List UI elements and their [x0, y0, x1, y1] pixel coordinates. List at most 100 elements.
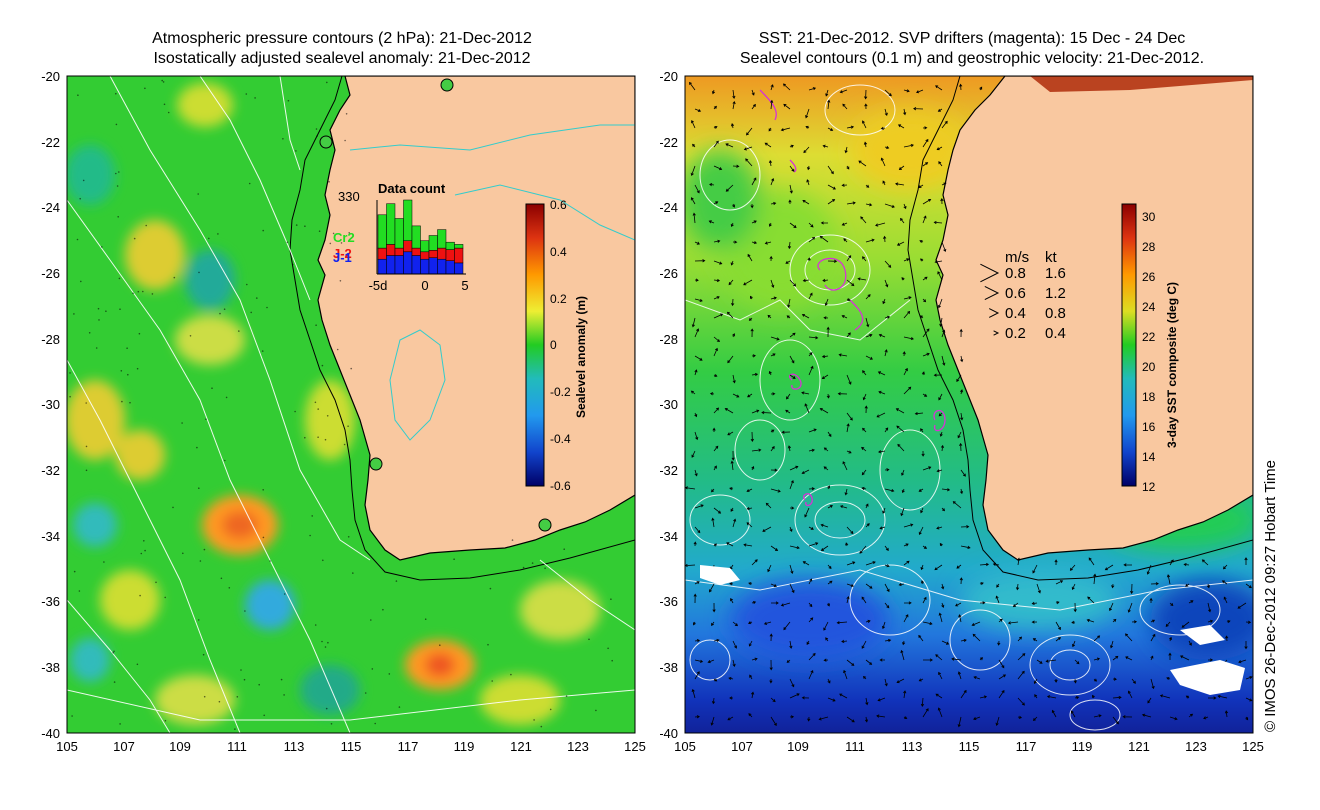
velocity-arrow	[730, 598, 734, 604]
velocity-arrow	[922, 708, 929, 718]
velocity-arrow	[1159, 694, 1171, 699]
velocity-arrow	[763, 621, 772, 625]
velocity-arrow	[956, 564, 962, 569]
velocity-arrow	[808, 352, 813, 357]
velocity-arrow	[933, 220, 943, 225]
data-dot	[95, 347, 98, 349]
velocity-arrow	[919, 240, 924, 244]
velocity-arrow	[903, 716, 908, 719]
left-x-axis: 105 107 109 111 113 115 117 119 121 123 …	[56, 739, 646, 754]
data-dot	[133, 237, 136, 240]
velocity-arrow	[694, 639, 701, 643]
velocity-arrow	[959, 83, 963, 91]
velocity-arrow	[808, 365, 814, 376]
sla-tick: 0	[550, 338, 557, 352]
velocity-arrow	[884, 468, 890, 472]
data-dot	[563, 548, 565, 550]
velocity-arrow	[808, 292, 813, 300]
velocity-arrow	[694, 184, 700, 194]
velocity-arrow	[693, 541, 697, 547]
velocity-arrow	[690, 390, 696, 395]
velocity-arrow	[922, 466, 932, 471]
velocity-arrow	[1141, 713, 1152, 718]
velocity-arrow	[823, 621, 829, 631]
data-dot	[595, 709, 597, 712]
velocity-arrow	[846, 255, 852, 262]
velocity-arrow	[770, 488, 781, 493]
velocity-arrow	[1127, 690, 1133, 699]
inset-x-tick: 5	[461, 278, 468, 293]
left-x-tick: 125	[624, 739, 646, 754]
velocity-arrow	[825, 89, 829, 97]
inset-bar-segment	[386, 244, 396, 256]
velocity-arrow	[1012, 602, 1019, 608]
inset-bar-segment	[454, 262, 464, 275]
velocity-arrow	[732, 164, 740, 168]
velocity-arrow	[865, 333, 873, 338]
velocity-arrow	[979, 86, 983, 91]
data-dot	[316, 135, 318, 137]
velocity-arrow	[1093, 657, 1101, 661]
velocity-arrow	[920, 507, 924, 514]
right-title-line1: SST: 21-Dec-2012. SVP drifters (magenta)…	[758, 30, 1186, 47]
velocity-arrow	[709, 583, 715, 593]
data-dot	[374, 722, 377, 725]
data-dot	[138, 332, 141, 335]
velocity-arrow	[865, 583, 873, 589]
velocity-arrow	[732, 333, 736, 338]
velocity-arrow	[713, 507, 722, 514]
velocity-arrow	[995, 716, 1000, 726]
velocity-arrow	[732, 621, 738, 627]
velocity-arrow	[750, 431, 754, 442]
tide-gauge	[440, 78, 454, 92]
velocity-arrow	[922, 199, 932, 205]
data-dot	[491, 680, 494, 682]
left-y-tick: -36	[41, 594, 60, 609]
velocity-arrow	[957, 431, 962, 439]
velocity-row-ms: 0.8	[1005, 265, 1026, 282]
velocity-arrow	[725, 184, 734, 192]
velocity-arrow	[745, 127, 753, 136]
velocity-arrow	[713, 373, 718, 377]
velocity-arrow	[941, 241, 947, 253]
velocity-arrow	[877, 371, 886, 376]
velocity-arrow	[864, 89, 868, 100]
sst-tick: 12	[1142, 480, 1156, 494]
pressure-contours	[67, 76, 635, 733]
velocity-arrow	[827, 678, 831, 684]
velocity-arrow	[770, 84, 774, 91]
velocity-arrow	[1032, 716, 1038, 722]
velocity-arrow	[939, 431, 943, 437]
velocity-arrow	[843, 669, 848, 680]
velocity-arrow	[903, 690, 907, 699]
velocity-arrow	[865, 503, 869, 509]
data-dot	[172, 506, 174, 509]
velocity-arrow	[1130, 583, 1134, 595]
data-dot	[248, 182, 251, 185]
left-map: 105 107 109 111 113 115 117 119 121 123 …	[41, 69, 646, 754]
left-title-line1: Atmospheric pressure contours (2 hPa): 2…	[152, 30, 532, 47]
data-dot	[330, 723, 333, 725]
velocity-arrow	[808, 542, 819, 547]
inset-bar-segment	[454, 247, 464, 264]
inset-bar-segment	[403, 251, 413, 275]
velocity-arrow	[1179, 655, 1190, 661]
velocity-arrow	[1073, 602, 1077, 613]
velocity-arrow	[960, 638, 967, 642]
velocity-arrow	[789, 465, 799, 471]
data-dot	[345, 113, 348, 115]
velocity-arrow	[918, 488, 924, 492]
left-x-tick: 119	[454, 739, 475, 754]
velocity-arrow	[884, 279, 889, 288]
velocity-arrow	[786, 659, 791, 663]
velocity-arrow	[789, 165, 795, 172]
data-dot	[325, 707, 328, 710]
velocity-arrow	[1123, 563, 1133, 567]
left-x-tick: 107	[113, 739, 135, 754]
velocity-arrow	[802, 561, 810, 566]
left-x-tick: 123	[567, 739, 589, 754]
velocity-arrow	[729, 696, 733, 700]
velocity-arrow	[941, 488, 951, 492]
velocity-arrow	[726, 542, 734, 547]
velocity-arrow	[920, 697, 925, 707]
